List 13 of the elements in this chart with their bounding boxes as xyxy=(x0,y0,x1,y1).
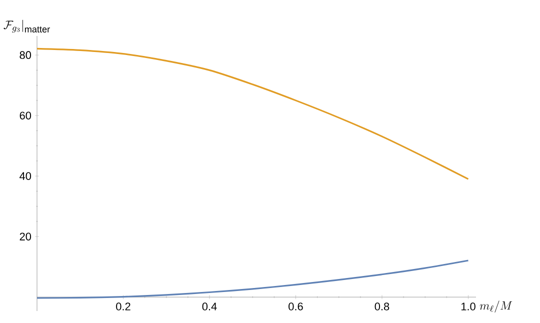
x-tick-label: 0.2 xyxy=(116,302,130,310)
y-tick-label: 20 xyxy=(20,232,32,240)
x-tick-label: 1.0 xyxy=(461,302,476,310)
x-tick-label: 0.4 xyxy=(202,302,217,310)
x-tick-label: 0.6 xyxy=(288,302,303,310)
y-tick-label: 80 xyxy=(20,51,32,59)
x-tick-label: 0.8 xyxy=(374,302,390,310)
y-tick-label: 60 xyxy=(20,112,32,120)
x-axis-title: $m_\ell/M$ xyxy=(480,300,512,313)
y-axis-title: $\mathcal{F}_{g_3}\big|_{\mathrm{matter}}$ xyxy=(4,20,50,33)
line-series xyxy=(37,260,470,299)
line-series xyxy=(37,48,470,180)
y-tick-label: 40 xyxy=(20,172,32,180)
